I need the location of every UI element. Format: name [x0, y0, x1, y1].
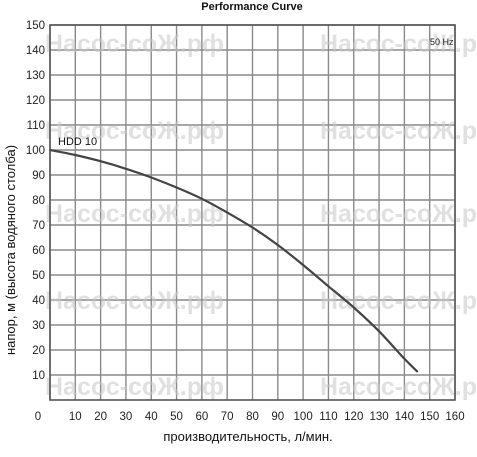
y-axis-ticks: 10 20 30 40 50 60 70 80 90 100 110 120 130 140 150	[26, 20, 45, 382]
x-tick-label: 50	[170, 411, 183, 423]
x-tick-label: 30	[120, 411, 133, 423]
x-axis-ticks: 0 10 20 30 40 50 60 70 80 90 100 110 120 130 140 150 160	[35, 411, 465, 423]
x-tick-label: 0	[35, 411, 41, 423]
x-tick-label: 80	[246, 411, 259, 423]
x-tick-label: 90	[271, 411, 284, 423]
y-tick-label: 70	[32, 220, 45, 232]
series-layer	[48, 148, 419, 373]
watermark-layer: Насос-соЖ.рф Насос-соЖ.рф Насос-соЖ.рф Насо…	[45, 30, 477, 401]
watermark-text: Насос-соЖ.рф	[320, 30, 477, 58]
y-tick-label: 110	[27, 120, 45, 132]
x-tick-label: 10	[69, 411, 82, 423]
y-tick-label: 120	[26, 95, 45, 107]
x-tick-label: 70	[221, 411, 234, 423]
watermark-text: Насос-соЖ.рф	[320, 287, 477, 315]
watermark-text: Насос-соЖ.рф	[45, 200, 224, 228]
y-tick-label: 40	[32, 295, 45, 307]
watermark-text: Насос-соЖ.рф	[45, 117, 224, 145]
x-tick-label: 110	[319, 411, 337, 423]
y-axis-title: напор, м (высота водяного столба)	[3, 145, 18, 355]
watermark-text: Насос-соЖ.рф	[45, 287, 224, 315]
x-tick-label: 140	[395, 411, 414, 423]
y-tick-label: 50	[32, 270, 45, 282]
x-tick-label: 130	[369, 411, 388, 423]
series-line-hdd10	[48, 148, 419, 373]
x-tick-label: 160	[445, 411, 464, 423]
watermark-text: Насос-соЖ.рф	[320, 200, 477, 228]
watermark-text: Насос-соЖ.рф	[45, 30, 224, 58]
x-tick-label: 120	[344, 411, 363, 423]
watermark-text: Насос-соЖ.рф	[320, 117, 477, 145]
grid	[49, 24, 456, 400]
y-tick-label: 100	[26, 145, 45, 157]
plot-border	[49, 24, 456, 401]
y-tick-label: 140	[26, 45, 45, 57]
chart-title: Performance Curve	[201, 1, 303, 13]
plot-frame	[49, 24, 456, 401]
y-tick-label: 80	[32, 195, 45, 207]
series-label-hdd10: HDD 10	[58, 136, 97, 148]
frequency-label: 50 Hz	[430, 37, 454, 47]
watermark-text: Насос-соЖ.рф	[320, 373, 477, 401]
x-tick-label: 150	[420, 411, 439, 423]
x-tick-label: 100	[294, 411, 313, 423]
x-tick-label: 60	[195, 411, 208, 423]
y-tick-label: 150	[26, 20, 45, 32]
y-tick-label: 90	[32, 170, 45, 182]
x-tick-label: 20	[94, 411, 107, 423]
y-tick-label: 60	[32, 245, 45, 257]
y-tick-label: 130	[26, 70, 45, 82]
y-tick-label: 30	[32, 320, 45, 332]
watermark-text: Насос-соЖ.рф	[45, 373, 224, 401]
y-tick-label: 20	[32, 345, 45, 357]
x-tick-label: 40	[145, 411, 158, 423]
x-axis-title: производительность, л/мин.	[163, 429, 332, 444]
y-tick-label: 10	[32, 370, 45, 382]
